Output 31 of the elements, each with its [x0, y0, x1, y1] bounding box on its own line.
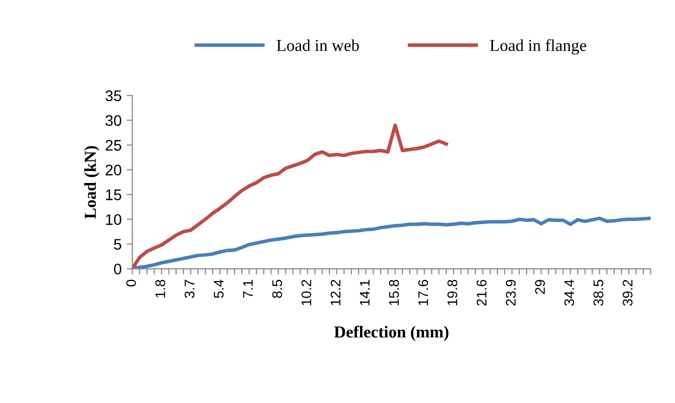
y-axis-title: Load (kN)	[84, 146, 100, 219]
x-tick-label: 12.2	[330, 280, 340, 306]
x-tick-label: 1.8	[155, 280, 166, 298]
y-tick-label: 20	[106, 164, 122, 176]
y-tick-label: 25	[106, 140, 122, 151]
x-tick-label: 3.7	[184, 280, 194, 298]
x-tick-label: 17.6	[418, 280, 428, 306]
y-tick-label: 5	[114, 239, 122, 250]
legend-label: Load in web	[276, 39, 359, 52]
x-tick-label: 15.8	[389, 280, 399, 306]
x-tick-label: 5.4	[214, 280, 224, 298]
x-tick-label: 10.2	[301, 280, 312, 306]
x-tick-label: 21.6	[476, 280, 486, 306]
y-tick-label: 0	[114, 264, 122, 274]
line-series	[132, 123, 448, 269]
x-tick-label: 29	[535, 280, 545, 294]
x-tick-label: 8.5	[272, 280, 282, 298]
x-tick-label: 38.5	[593, 280, 604, 306]
x-tick-label: 19.8	[447, 280, 458, 306]
y-tick-label: 15	[106, 190, 122, 200]
y-tick-label: 35	[105, 90, 122, 102]
x-tick-label: 39.2	[622, 280, 633, 306]
y-tick-label: 30	[105, 115, 122, 126]
x-axis-title: Deflection (mm)	[334, 326, 448, 341]
legend-label: Load in flange	[490, 39, 586, 55]
x-tick-label: 7.1	[243, 280, 253, 298]
x-tick-label: 23.9	[506, 280, 516, 306]
x-tick-label: 14.1	[360, 280, 370, 306]
y-tick-label: 10	[106, 214, 122, 225]
x-tick-label: 0	[126, 280, 136, 286]
x-tick-label: 34.4	[564, 280, 574, 306]
